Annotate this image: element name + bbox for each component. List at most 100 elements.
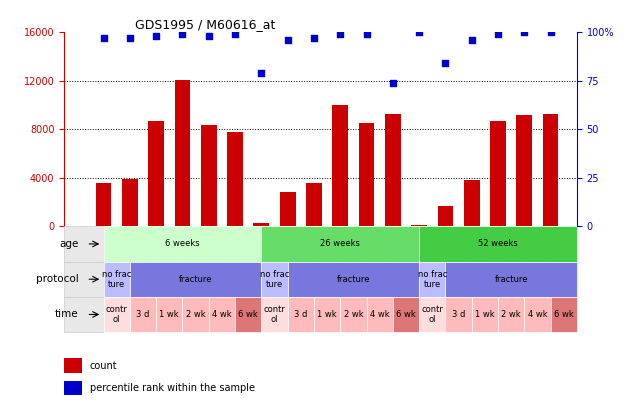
- Text: 4 wk: 4 wk: [528, 310, 547, 319]
- Bar: [498, 297, 524, 332]
- Text: protocol: protocol: [36, 274, 79, 284]
- Bar: [332, 105, 348, 226]
- Bar: [367, 297, 393, 332]
- Bar: [64, 262, 104, 297]
- Bar: [122, 179, 138, 226]
- Text: 3 d: 3 d: [294, 310, 308, 319]
- Bar: [130, 262, 262, 297]
- Text: fracture: fracture: [179, 275, 212, 284]
- Text: 6 wk: 6 wk: [554, 310, 574, 319]
- Text: GDS1995 / M60616_at: GDS1995 / M60616_at: [135, 18, 276, 31]
- Point: [440, 60, 451, 67]
- Bar: [174, 80, 190, 226]
- Text: contr
ol: contr ol: [106, 305, 128, 324]
- Text: 4 wk: 4 wk: [370, 310, 390, 319]
- Bar: [148, 121, 164, 226]
- Point: [414, 29, 424, 36]
- Text: 1 wk: 1 wk: [317, 310, 337, 319]
- Text: contr
ol: contr ol: [421, 305, 443, 324]
- Text: age: age: [59, 239, 79, 249]
- Bar: [419, 297, 445, 332]
- Text: 1 wk: 1 wk: [475, 310, 495, 319]
- Bar: [279, 192, 296, 226]
- Bar: [419, 262, 445, 297]
- Text: 26 weeks: 26 weeks: [320, 239, 360, 248]
- Bar: [96, 183, 112, 226]
- Text: 4 wk: 4 wk: [212, 310, 231, 319]
- Text: 2 wk: 2 wk: [186, 310, 205, 319]
- Text: 52 weeks: 52 weeks: [478, 239, 518, 248]
- Bar: [490, 121, 506, 226]
- Bar: [445, 297, 472, 332]
- Text: fracture: fracture: [494, 275, 528, 284]
- Point: [335, 31, 345, 38]
- Point: [283, 37, 293, 43]
- Text: no frac
ture: no frac ture: [417, 269, 447, 289]
- Bar: [235, 297, 262, 332]
- Text: 3 d: 3 d: [452, 310, 465, 319]
- Text: 3 d: 3 d: [137, 310, 150, 319]
- Bar: [262, 297, 288, 332]
- Text: 6 wk: 6 wk: [238, 310, 258, 319]
- Text: 6 weeks: 6 weeks: [165, 239, 200, 248]
- Bar: [551, 297, 577, 332]
- Bar: [201, 124, 217, 226]
- Bar: [183, 297, 209, 332]
- Bar: [104, 297, 130, 332]
- Bar: [393, 297, 419, 332]
- Point: [545, 29, 556, 36]
- Bar: [472, 297, 498, 332]
- Bar: [412, 224, 427, 226]
- Bar: [445, 262, 577, 297]
- Bar: [262, 262, 288, 297]
- Bar: [64, 358, 82, 373]
- Point: [178, 31, 188, 38]
- Bar: [253, 223, 269, 226]
- Bar: [130, 297, 156, 332]
- Bar: [464, 180, 479, 226]
- Text: 2 wk: 2 wk: [501, 310, 521, 319]
- Bar: [438, 206, 453, 226]
- Point: [204, 33, 214, 40]
- Text: fracture: fracture: [337, 275, 370, 284]
- Point: [125, 35, 135, 41]
- Bar: [64, 381, 82, 395]
- Bar: [156, 297, 183, 332]
- Text: time: time: [55, 309, 79, 320]
- Point: [388, 79, 398, 86]
- Text: no frac
ture: no frac ture: [102, 269, 131, 289]
- Point: [493, 31, 503, 38]
- Point: [151, 33, 162, 40]
- Bar: [543, 114, 558, 226]
- Point: [362, 31, 372, 38]
- Bar: [314, 297, 340, 332]
- Bar: [358, 123, 374, 226]
- Bar: [64, 226, 104, 262]
- Bar: [517, 115, 532, 226]
- Point: [309, 35, 319, 41]
- Point: [99, 35, 109, 41]
- Text: no frac
ture: no frac ture: [260, 269, 289, 289]
- Text: 2 wk: 2 wk: [344, 310, 363, 319]
- Bar: [104, 262, 130, 297]
- Bar: [340, 297, 367, 332]
- Bar: [288, 297, 314, 332]
- Text: 6 wk: 6 wk: [396, 310, 416, 319]
- Bar: [419, 226, 577, 262]
- Text: 1 wk: 1 wk: [160, 310, 179, 319]
- Text: contr
ol: contr ol: [263, 305, 285, 324]
- Bar: [104, 226, 262, 262]
- Bar: [209, 297, 235, 332]
- Bar: [524, 297, 551, 332]
- Bar: [64, 297, 104, 332]
- Bar: [288, 262, 419, 297]
- Point: [256, 70, 267, 77]
- Bar: [227, 132, 243, 226]
- Text: count: count: [90, 360, 117, 371]
- Bar: [385, 114, 401, 226]
- Point: [467, 37, 477, 43]
- Bar: [262, 226, 419, 262]
- Point: [230, 31, 240, 38]
- Text: percentile rank within the sample: percentile rank within the sample: [90, 383, 254, 393]
- Point: [519, 29, 529, 36]
